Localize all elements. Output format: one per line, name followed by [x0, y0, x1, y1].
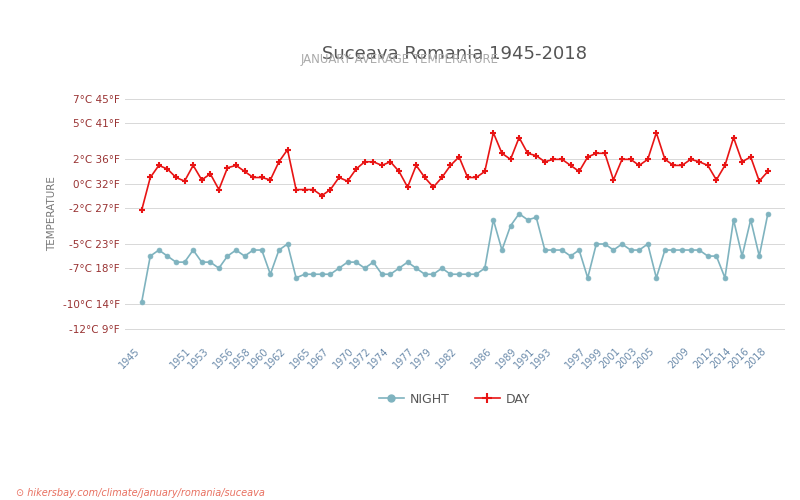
NIGHT: [480, 265, 490, 271]
Text: JANUARY AVERAGE TEMPERATURE: JANUARY AVERAGE TEMPERATURE: [301, 52, 499, 66]
Line: DAY: DAY: [138, 130, 771, 214]
NIGHT: [763, 211, 773, 217]
Line: NIGHT: NIGHT: [139, 212, 770, 304]
NIGHT: [711, 253, 721, 259]
DAY: [137, 207, 146, 213]
NIGHT: [137, 299, 146, 305]
DAY: [274, 159, 284, 165]
NIGHT: [514, 211, 524, 217]
DAY: [480, 168, 490, 174]
DAY: [342, 178, 352, 184]
Legend: NIGHT, DAY: NIGHT, DAY: [374, 388, 536, 410]
DAY: [489, 130, 498, 136]
Title: Suceava Romania 1945-2018: Suceava Romania 1945-2018: [322, 45, 587, 63]
NIGHT: [342, 259, 352, 265]
DAY: [763, 168, 773, 174]
DAY: [266, 177, 275, 183]
DAY: [497, 150, 506, 156]
Text: ⊙ hikersbay.com/climate/january/romania/suceava: ⊙ hikersbay.com/climate/january/romania/…: [16, 488, 265, 498]
NIGHT: [489, 217, 498, 223]
Y-axis label: TEMPERATURE: TEMPERATURE: [47, 176, 57, 251]
NIGHT: [274, 247, 284, 253]
NIGHT: [266, 271, 275, 277]
DAY: [711, 177, 721, 183]
